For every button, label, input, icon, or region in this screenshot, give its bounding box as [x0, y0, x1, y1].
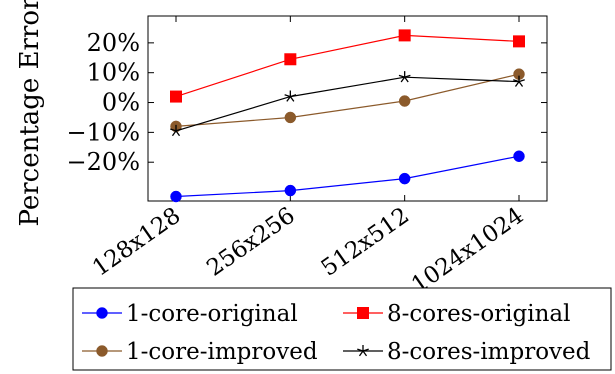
- y-tick-label: 20%: [87, 29, 140, 57]
- y-axis: −20%−10%0%10%20%: [67, 29, 547, 176]
- data-point-1-core-original: [170, 190, 182, 203]
- data-point-8-cores-improved: [513, 75, 525, 87]
- legend: 1-core-original 8-cores-original 1-core-im…: [72, 287, 612, 371]
- plot-frame: [147, 15, 548, 202]
- legend-item-1-core-improved: 1-core-improved: [82, 339, 318, 365]
- x-tick-label: 512x512: [317, 203, 414, 282]
- data-point-8-cores-improved: [284, 90, 297, 102]
- series-8-cores-improved: [170, 71, 525, 137]
- legend-label: 1-core-original: [126, 301, 298, 327]
- series-layer: [170, 29, 525, 203]
- data-point-1-core-improved: [284, 111, 297, 124]
- y-tick-label: −20%: [67, 148, 140, 176]
- x-tick-label: 256x256: [202, 203, 299, 282]
- data-point-8-cores-original: [170, 90, 182, 103]
- series-line-1-core-original: [175, 155, 520, 198]
- legend-label: 8-cores-original: [387, 301, 570, 327]
- data-point-8-cores-improved: [170, 124, 182, 137]
- y-tick-label: 0%: [102, 89, 140, 117]
- data-point-1-core-original: [513, 150, 525, 162]
- data-point-8-cores-original: [513, 35, 525, 48]
- legend-marker-8-cores-improved: [357, 345, 369, 357]
- legend-item-8-cores-original: 8-cores-original: [343, 301, 570, 327]
- y-tick-label: 10%: [87, 59, 140, 87]
- legend-label: 1-core-improved: [126, 339, 318, 365]
- y-tick-label: −10%: [67, 118, 140, 146]
- data-point-1-core-original: [398, 172, 411, 185]
- legend-label: 8-cores-improved: [387, 339, 591, 365]
- series-1-core-original: [170, 150, 525, 203]
- data-point-1-core-improved: [398, 95, 411, 107]
- legend-box: [72, 287, 612, 371]
- x-tick-label: 1024x1024: [407, 203, 528, 299]
- legend-marker-1-core-improved: [96, 345, 108, 357]
- data-point-8-cores-improved: [398, 71, 411, 83]
- series-line-8-cores-original: [175, 34, 520, 98]
- legend-marker-8-cores-original: [357, 307, 369, 319]
- series-line-8-cores-improved: [175, 76, 520, 132]
- data-point-8-cores-original: [284, 53, 297, 66]
- data-point-8-cores-original: [398, 29, 411, 42]
- data-point-1-core-original: [284, 184, 297, 197]
- y-axis-label: Percentage Error: [15, 0, 45, 227]
- series-line-1-core-improved: [175, 73, 520, 127]
- legend-marker-1-core-original: [96, 307, 108, 319]
- series-1-core-improved: [170, 68, 525, 133]
- series-8-cores-original: [170, 29, 525, 103]
- legend-item-1-core-original: 1-core-original: [82, 301, 298, 327]
- legend-item-8-cores-improved: 8-cores-improved: [343, 339, 591, 365]
- x-tick-label: 128x128: [88, 203, 185, 282]
